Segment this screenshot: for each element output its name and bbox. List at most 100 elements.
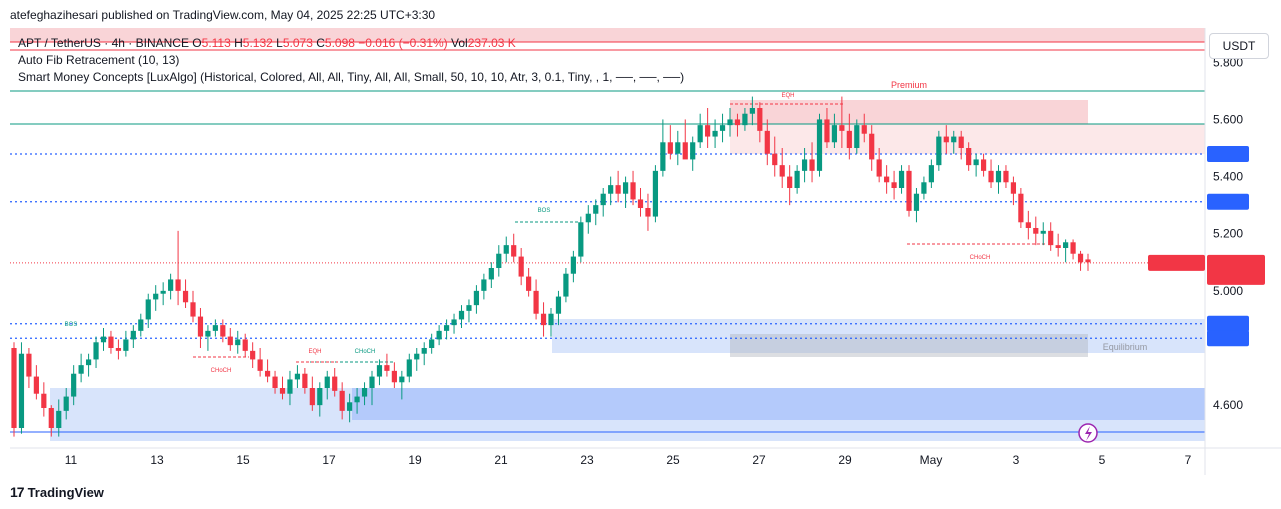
candle-body-30 (235, 339, 241, 346)
candle-body-13 (108, 336, 114, 348)
candle-body-112 (846, 130, 852, 148)
candle-body-6 (56, 410, 62, 428)
candle-body-33 (257, 359, 263, 371)
candle-body-109 (824, 119, 830, 143)
candle-body-102 (772, 153, 778, 166)
candle-body-120 (906, 170, 912, 211)
candle-body-107 (809, 159, 815, 171)
order-block-box (352, 388, 1205, 420)
lightning-icon-bolt (1085, 426, 1092, 441)
candle-body-84 (637, 199, 644, 208)
candle-body-87 (660, 142, 666, 171)
time-tick-12: 5 (1099, 453, 1106, 467)
candle-body-132 (995, 170, 1002, 183)
choch-label-2: CHoCH (355, 349, 376, 355)
candle-body-15 (123, 339, 129, 351)
currency-button[interactable]: USDT (1209, 33, 1269, 59)
premium-label: Premium (891, 80, 927, 90)
candle-body-106 (801, 159, 808, 171)
candle-body-141 (1063, 242, 1069, 248)
candle-body-53 (406, 359, 412, 377)
time-tick-9: 29 (838, 453, 852, 467)
eqh-label-1: EQH (781, 93, 794, 99)
candle-body-122 (921, 182, 927, 194)
candle-body-124 (936, 136, 942, 166)
candle-body-101 (764, 130, 770, 154)
candle-body-70 (533, 290, 539, 314)
candle-body-98 (742, 113, 748, 126)
candle-body-108 (816, 119, 823, 171)
candle-body-82 (622, 182, 629, 194)
candle-body-18 (145, 299, 151, 320)
candle-body-103 (779, 165, 785, 177)
candle-body-126 (951, 136, 957, 143)
time-tick-0: 11 (65, 453, 78, 467)
time-tick-8: 27 (752, 453, 766, 467)
candle-body-62 (473, 290, 480, 306)
candle-body-48 (369, 376, 375, 388)
price-tick-5: 4.600 (1213, 398, 1243, 412)
time-tick-3: 17 (322, 453, 336, 467)
candle-body-36 (279, 388, 286, 394)
time-tick-4: 19 (408, 453, 422, 467)
candle-body-81 (615, 185, 621, 194)
candle-body-11 (93, 342, 99, 360)
candle-body-10 (85, 359, 92, 366)
candle-body-130 (980, 159, 987, 171)
candle-body-65 (496, 253, 502, 268)
candle-body-17 (138, 319, 144, 331)
equilibrium-zone-box (730, 334, 1088, 357)
candle-body-114 (861, 125, 867, 134)
equilibrium-label: Equilibrium (1103, 342, 1148, 352)
candle-body-119 (898, 170, 905, 188)
candle-body-72 (548, 313, 554, 326)
candle-body-110 (831, 125, 838, 143)
price-badge-1 (1207, 193, 1249, 210)
time-tick-5: 21 (494, 453, 508, 467)
candle-body-52 (399, 376, 405, 383)
candle-body-24 (190, 302, 196, 317)
premium-zone-box (730, 100, 1088, 124)
candle-body-59 (451, 319, 457, 326)
time-tick-10: May (920, 453, 943, 467)
tradingview-logo[interactable]: 17 TradingView (10, 484, 104, 500)
candle-body-118 (891, 182, 897, 188)
candle-body-43 (332, 376, 338, 391)
candle-body-38 (294, 373, 301, 380)
candle-body-64 (488, 268, 494, 280)
candle-body-55 (421, 348, 427, 354)
candle-body-90 (682, 142, 688, 160)
candle-body-86 (652, 170, 659, 217)
candle-body-138 (1040, 230, 1046, 234)
candle-body-94 (712, 130, 718, 137)
candle-body-21 (168, 279, 174, 291)
candle-body-73 (555, 296, 562, 314)
candle-body-2 (26, 353, 32, 377)
price-tick-2: 5.400 (1213, 170, 1243, 184)
candle-body-45 (347, 402, 353, 411)
candle-body-66 (503, 245, 509, 254)
candle-body-67 (511, 245, 517, 257)
candle-body-133 (1003, 170, 1009, 183)
price-badge-0 (1207, 146, 1249, 162)
candle-body-28 (220, 325, 226, 337)
candle-body-49 (376, 365, 383, 377)
time-tick-11: 3 (1013, 453, 1020, 467)
candle-body-40 (309, 388, 315, 406)
candle-body-93 (705, 125, 711, 137)
tradingview-logo-text: TradingView (27, 484, 104, 500)
candle-body-63 (481, 279, 487, 291)
candle-body-8 (71, 373, 77, 397)
bos-label-2: BOS (538, 208, 551, 214)
candle-body-58 (443, 325, 450, 331)
candle-body-116 (876, 159, 882, 177)
top-premium-band (10, 28, 1205, 42)
candle-body-123 (928, 165, 934, 183)
candle-body-47 (361, 388, 368, 397)
time-tick-6: 23 (580, 453, 594, 467)
candle-body-26 (205, 330, 211, 337)
candle-body-35 (272, 376, 278, 388)
candle-body-115 (869, 133, 875, 160)
candle-body-56 (429, 339, 435, 348)
